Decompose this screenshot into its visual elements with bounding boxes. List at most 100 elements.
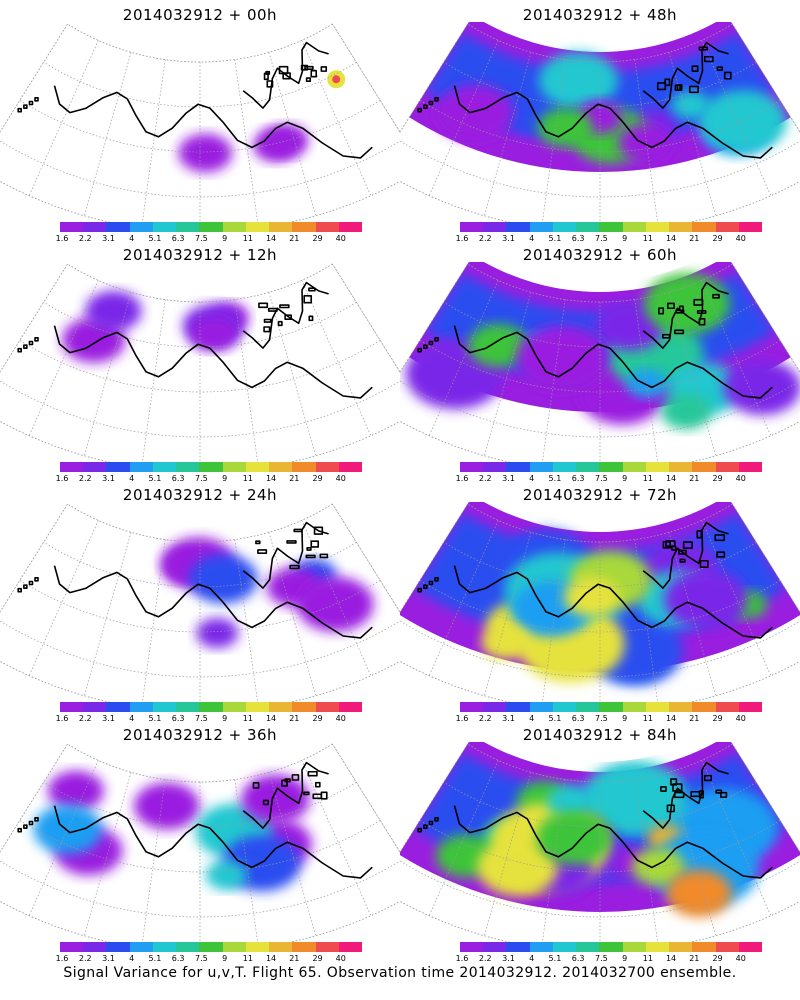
meridian-line [234, 59, 258, 222]
colorbar-labels: 1.6 2.2 3.1 4 5.1 6.3 7.5 9 11 14 21 29 40 [55, 714, 368, 724]
island [17, 587, 22, 593]
island [423, 104, 428, 109]
island [17, 107, 22, 113]
colorbar-swatch [315, 942, 339, 952]
island [17, 827, 22, 833]
variance-blob [664, 569, 748, 629]
meridian-line [542, 59, 566, 222]
island [688, 85, 699, 94]
colorbar-tick-label: 9 [622, 234, 628, 243]
island [277, 320, 283, 327]
colorbar-tick-label: 1.6 [455, 234, 469, 243]
colorbar-swatch [460, 942, 484, 952]
island [17, 347, 22, 353]
latitude-line [19, 820, 381, 873]
colorbar-swatch [60, 702, 84, 712]
colorbar-tick-label: 11 [242, 474, 253, 483]
colorbar-tick-label: 9 [222, 234, 228, 243]
colorbar-tick-label: 4 [129, 474, 135, 483]
variance-blob [538, 51, 619, 109]
meridian-line [83, 772, 132, 936]
colorbar-tick-label: 6.3 [571, 714, 585, 723]
colorbar-tick-label: 40 [735, 234, 746, 243]
colorbar-swatch [599, 702, 623, 712]
latitude-line [43, 541, 357, 588]
colorbar-swatch [222, 702, 246, 712]
latitude-line [19, 340, 381, 393]
variance-blob [537, 107, 593, 147]
colorbar-tick-label: 5.1 [148, 954, 162, 963]
latitude-line [443, 301, 757, 348]
variance-blob [536, 810, 612, 865]
colorbar-swatch [669, 942, 693, 952]
colorbar-swatch [622, 462, 646, 472]
variance-blob [191, 317, 237, 350]
graticule [0, 263, 400, 462]
colorbar-swatch [529, 942, 553, 952]
colorbar-swatch [669, 462, 693, 472]
colorbar-tick-label: 14 [665, 234, 677, 243]
coastline-path [453, 85, 773, 159]
latitude-line [419, 340, 781, 393]
colorbar-swatch [129, 702, 153, 712]
colorbar-swatch [645, 462, 670, 472]
colorbar-swatch [129, 222, 153, 232]
coastline-path [53, 325, 373, 399]
colorbar-tick-label: 1.6 [55, 234, 69, 243]
colorbar-tick-label: 3.1 [102, 714, 115, 723]
colorbar-tick-label: 1.6 [55, 714, 69, 723]
colorbar-swatch [199, 222, 223, 232]
island [428, 580, 434, 586]
colorbar-swatch [152, 462, 177, 472]
meridian-line [634, 779, 658, 942]
island [267, 307, 278, 312]
colorbar-swatch [222, 462, 246, 472]
meridian-line [142, 299, 166, 462]
meridian-line [332, 263, 400, 373]
variance-blob [133, 782, 200, 830]
island [289, 564, 300, 570]
colorbar-swatch [245, 702, 270, 712]
colorbar-tick-label: 7.5 [595, 474, 608, 483]
colorbar-tick-label: 9 [222, 714, 228, 723]
variance-blob [671, 91, 711, 120]
colorbar-tick-label: 3.1 [102, 234, 115, 243]
island [282, 72, 291, 80]
colorbar-tick-label: 3.1 [502, 714, 515, 723]
panel-title: 2014032912 + 72h [522, 486, 678, 504]
variance-map [0, 503, 400, 702]
colorbar-tick-label: 4 [529, 714, 535, 723]
meridian-line [542, 299, 566, 462]
island [252, 781, 260, 789]
colorbar-swatch [506, 222, 530, 232]
colorbar-swatch [106, 942, 130, 952]
latitude-line [0, 620, 400, 678]
latitude-line [400, 380, 800, 438]
island [23, 584, 28, 589]
island [434, 816, 439, 822]
colorbar-tick-label: 5.1 [548, 474, 562, 483]
colorbar-swatch [738, 942, 763, 952]
colorbar-tick-label: 6.3 [571, 234, 585, 243]
island [303, 791, 310, 796]
variance-blob [547, 784, 594, 819]
map-panel: 2014032912 + 24h 1.6 2.2 3.1 4 5.1 6.3 7.5 9 11 14… [0, 480, 400, 723]
colorbar-swatch [129, 462, 153, 472]
variance-blob [563, 577, 620, 617]
colorbar-swatch [199, 462, 223, 472]
colorbar-tick-label: 1.6 [455, 714, 469, 723]
colorbar-tick-label: 40 [335, 954, 346, 963]
colorbar-swatch [106, 702, 130, 712]
meridian-line [542, 539, 566, 702]
colorbar-swatch [715, 462, 739, 472]
coastline-path [242, 281, 329, 349]
colorbar-swatch [338, 462, 363, 472]
meridian-line [483, 292, 532, 456]
latitude-line [400, 140, 800, 198]
island [308, 287, 316, 292]
island [310, 540, 320, 548]
island [428, 100, 434, 106]
island [305, 554, 316, 559]
colorbar-tick-label: 11 [642, 234, 653, 243]
colorbar-swatch [599, 222, 623, 232]
